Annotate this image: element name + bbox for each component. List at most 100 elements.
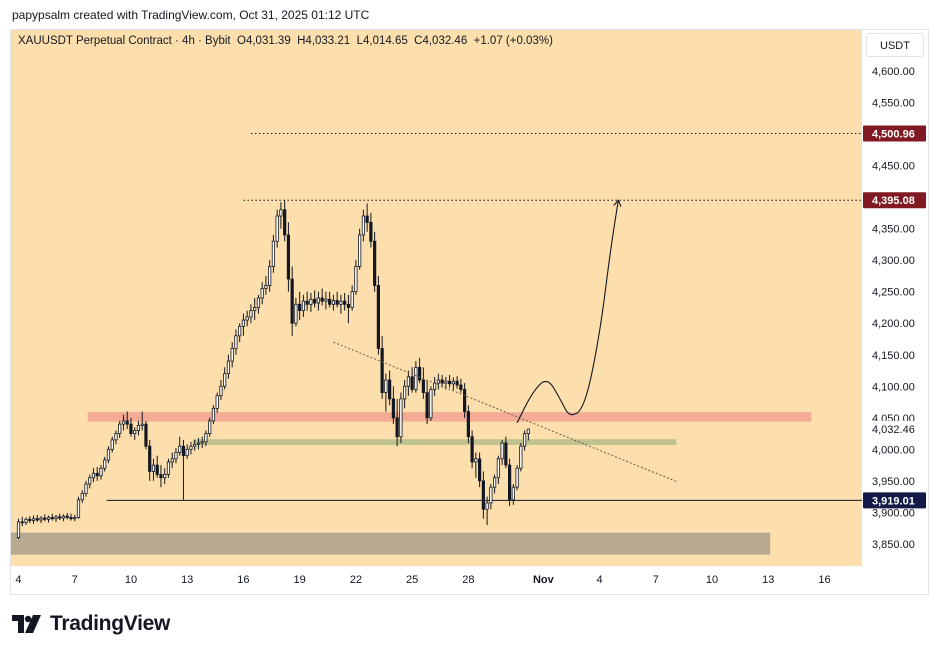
candle xyxy=(238,323,242,343)
candle xyxy=(35,514,39,522)
projected-path[interactable] xyxy=(516,200,619,424)
candle xyxy=(136,420,141,436)
time-axis[interactable] xyxy=(11,566,928,594)
support-zone[interactable] xyxy=(192,439,677,445)
y-tick-label: 4,450.00 xyxy=(872,161,915,173)
candle-body xyxy=(241,319,246,327)
candle-body xyxy=(354,266,358,293)
brand-name: TradingView xyxy=(50,612,171,635)
demand-zone[interactable] xyxy=(11,532,771,555)
candle-body xyxy=(106,448,111,461)
candle-body xyxy=(159,474,163,479)
price-tag-last: 4,032.46 xyxy=(872,424,915,436)
candle xyxy=(369,212,373,248)
candle xyxy=(343,292,347,311)
candle-body xyxy=(39,517,43,521)
x-tick-label: 7 xyxy=(653,574,659,586)
candle-body xyxy=(436,379,440,384)
x-tick-label: 25 xyxy=(406,574,418,586)
candle-body xyxy=(219,385,223,397)
candle-body xyxy=(35,518,39,521)
candle xyxy=(373,231,377,292)
candle xyxy=(361,209,365,242)
candle-body xyxy=(361,215,365,236)
candle xyxy=(196,437,201,450)
descending-trendline[interactable] xyxy=(333,341,677,482)
candle-body xyxy=(410,376,414,390)
candle-body xyxy=(268,266,272,286)
symbol-name[interactable]: XAUUSDT Perpetual Contract · 4h · Bybit xyxy=(18,35,231,47)
x-tick-label: 19 xyxy=(294,574,306,586)
candle xyxy=(159,465,163,488)
price-axis[interactable] xyxy=(862,30,928,566)
candle xyxy=(459,378,463,393)
candle xyxy=(241,313,246,336)
candle-body xyxy=(166,461,171,475)
candle xyxy=(429,386,433,421)
candle-body xyxy=(519,445,523,469)
candle-body xyxy=(118,423,122,434)
candle-body xyxy=(253,307,257,312)
candle xyxy=(95,466,99,481)
candle-body xyxy=(230,348,234,362)
candle-body xyxy=(279,209,283,217)
candle-body xyxy=(403,385,407,400)
candle xyxy=(339,294,343,314)
candle-body xyxy=(58,516,62,519)
candle xyxy=(504,436,508,469)
candle-body xyxy=(316,297,321,304)
candle xyxy=(80,490,84,503)
candle-body xyxy=(133,430,137,434)
candle xyxy=(298,291,302,321)
candle-body xyxy=(369,221,373,242)
candle-body xyxy=(185,448,189,457)
chart-frame xyxy=(10,29,929,595)
candle xyxy=(110,436,114,453)
resistance-zone[interactable] xyxy=(87,412,812,422)
candle-body xyxy=(470,436,474,463)
candle-body xyxy=(399,398,403,438)
candle xyxy=(275,209,279,248)
candle-body xyxy=(373,240,377,286)
candle xyxy=(508,458,512,507)
candle-body xyxy=(380,348,384,393)
candle xyxy=(65,513,69,520)
candle xyxy=(144,420,148,450)
candle-body xyxy=(88,477,92,485)
tradingview-logo[interactable]: TradingView xyxy=(12,612,170,636)
x-tick-label: 4 xyxy=(15,574,21,586)
candle xyxy=(91,468,96,483)
candle-body xyxy=(260,288,264,299)
candle xyxy=(519,443,523,472)
candle xyxy=(328,291,332,308)
candle-body xyxy=(455,380,459,386)
candle-body xyxy=(421,379,425,393)
candle xyxy=(309,292,313,312)
candle xyxy=(88,474,92,489)
candle xyxy=(163,468,167,485)
y-tick-label: 4,250.00 xyxy=(872,287,915,299)
candle-body xyxy=(189,445,193,450)
candle-body xyxy=(478,458,482,482)
currency-button[interactable]: USDT xyxy=(866,33,924,57)
price-tag-target-2: 4,500.96 xyxy=(872,128,915,140)
candle-body xyxy=(200,441,204,444)
candle-body xyxy=(140,423,144,426)
candle-body xyxy=(204,433,208,443)
candle-body xyxy=(328,298,332,305)
candle-body xyxy=(286,234,291,280)
candle-body xyxy=(73,517,77,520)
price-chart[interactable]: 3,850.003,900.003,950.004,000.004,050.00… xyxy=(0,0,939,600)
candle xyxy=(271,234,276,273)
candle-body xyxy=(136,424,141,431)
candle xyxy=(76,496,81,519)
candle-body xyxy=(193,443,197,447)
candle xyxy=(478,452,482,488)
candle-body xyxy=(181,445,186,457)
candle xyxy=(46,515,51,523)
candle xyxy=(526,428,530,441)
candle-body xyxy=(16,521,21,539)
candle-body xyxy=(515,467,519,488)
candle xyxy=(279,202,283,229)
candle-body xyxy=(110,439,114,450)
